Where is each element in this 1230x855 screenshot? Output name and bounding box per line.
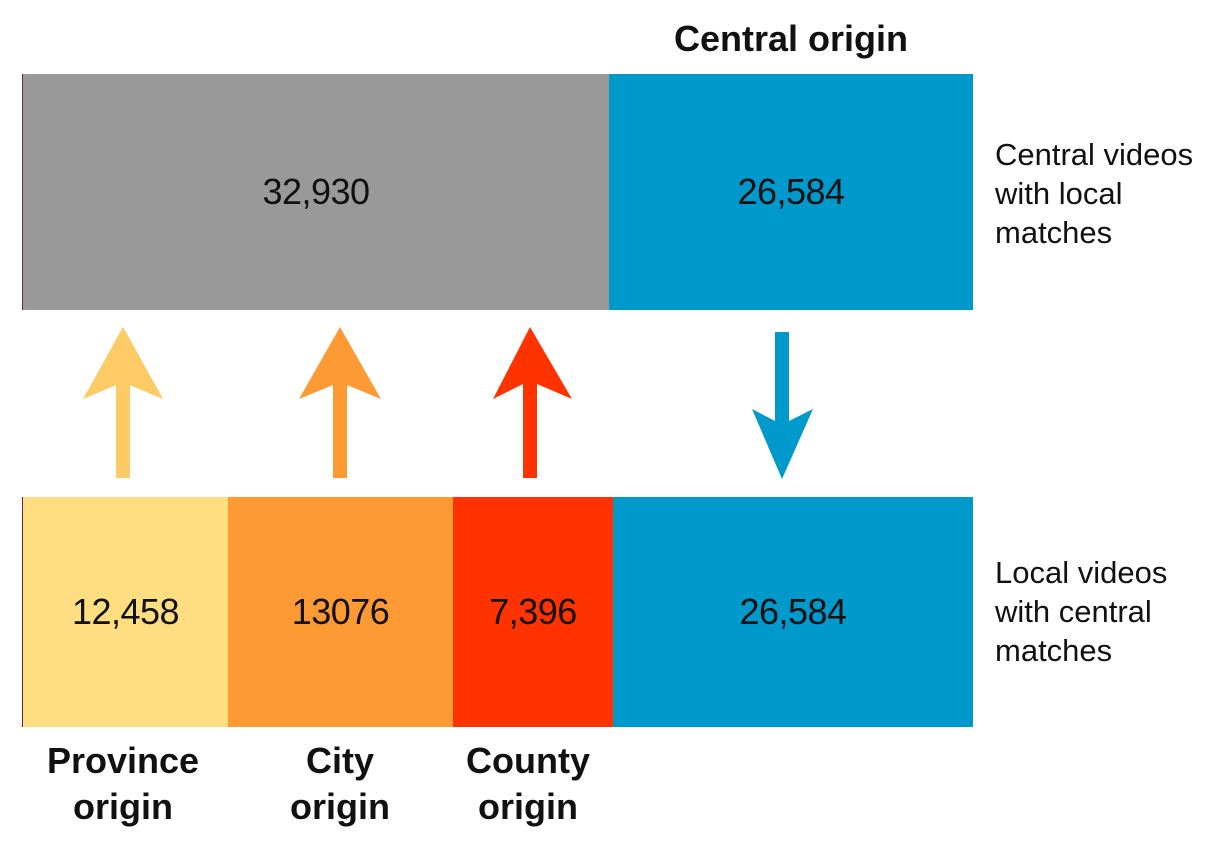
city-origin-label: City origin (240, 738, 440, 830)
city-up-arrow-icon (299, 327, 381, 478)
bottom-segment-province-value: 12,458 (71, 591, 180, 632)
bottom-segment-county-value: 7,396 (489, 591, 577, 632)
county-origin-line1: County (466, 740, 590, 781)
city-origin-line2: origin (290, 786, 390, 827)
top-segment-central-value: 26,584 (737, 171, 845, 212)
central-down-arrow-icon (752, 332, 813, 479)
bottom-row-label: Local videos with central matches (995, 555, 1168, 668)
county-origin-line2: origin (478, 786, 578, 827)
county-up-arrow-icon (493, 327, 572, 478)
central-origin-title: Central origin (673, 18, 909, 59)
province-origin-line1: Province (46, 740, 200, 781)
bottom-segment-city-value: 13076 (291, 591, 390, 632)
top-segment-local-total: 32,930 (23, 74, 609, 310)
top-row-label: Central videos with local matches (995, 137, 1194, 250)
bottom-segment-province: 12,458 (23, 497, 228, 727)
province-origin-line2: origin (73, 786, 173, 827)
bottom-segment-county: 7,396 (453, 497, 613, 727)
top-segment-local-total-value: 32,930 (262, 171, 370, 212)
province-up-arrow-icon (83, 327, 163, 478)
county-origin-label: County origin (428, 738, 628, 830)
province-origin-label: Province origin (23, 738, 223, 830)
top-segment-central: 26,584 (609, 74, 973, 310)
top-row-left-edge (22, 74, 23, 310)
bottom-segment-central: 26,584 (613, 497, 973, 727)
city-origin-line1: City (305, 740, 374, 781)
bottom-segment-city: 13076 (228, 497, 453, 727)
bottom-row-left-edge (22, 497, 23, 727)
bottom-segment-central-value: 26,584 (739, 591, 847, 632)
